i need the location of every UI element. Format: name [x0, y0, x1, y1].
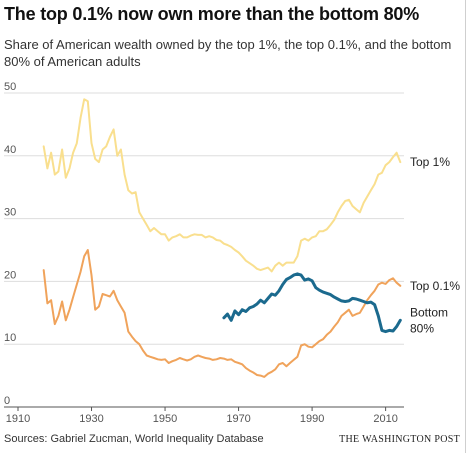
publisher-credit: THE WASHINGTON POST: [339, 434, 460, 445]
series-line-bottom-80-: [222, 272, 402, 334]
chart-subtitle: Share of American wealth owned by the to…: [4, 37, 452, 69]
series-label: Top 0.1%: [410, 279, 460, 293]
x-tick-label: 1970: [226, 413, 250, 425]
series-lines: [42, 98, 402, 378]
source-note: Sources: Gabriel Zucman, World Inequalit…: [4, 433, 264, 445]
series-labels: Top 1% Top 0.1% Bottom 80%: [410, 155, 460, 335]
x-tick-label: 1990: [300, 413, 324, 425]
x-tick-label: 2010: [373, 413, 397, 425]
x-tick-label: 1950: [153, 413, 177, 425]
series-label: Bottom: [410, 305, 448, 319]
series-line-top-1-: [42, 98, 402, 273]
chart-title: The top 0.1% now own more than the botto…: [4, 4, 420, 24]
series-label: 80%: [410, 321, 434, 335]
y-tick-label: 30: [4, 207, 16, 219]
y-tick-label: 40: [4, 144, 16, 156]
series-label: Top 1%: [410, 155, 450, 169]
series-line-top-0-1-: [42, 249, 402, 378]
y-tick-label: 0: [4, 395, 10, 407]
axes: 0 10 20 30 40 50 1910 1930 1950 1970 1990 2010: [4, 81, 398, 425]
y-tick-label: 20: [4, 269, 16, 281]
gridlines: [4, 92, 404, 408]
y-tick-label: 50: [4, 81, 16, 93]
x-tick-label: 1930: [79, 413, 103, 425]
y-tick-label: 10: [4, 332, 16, 344]
x-tick-label: 1910: [6, 413, 30, 425]
